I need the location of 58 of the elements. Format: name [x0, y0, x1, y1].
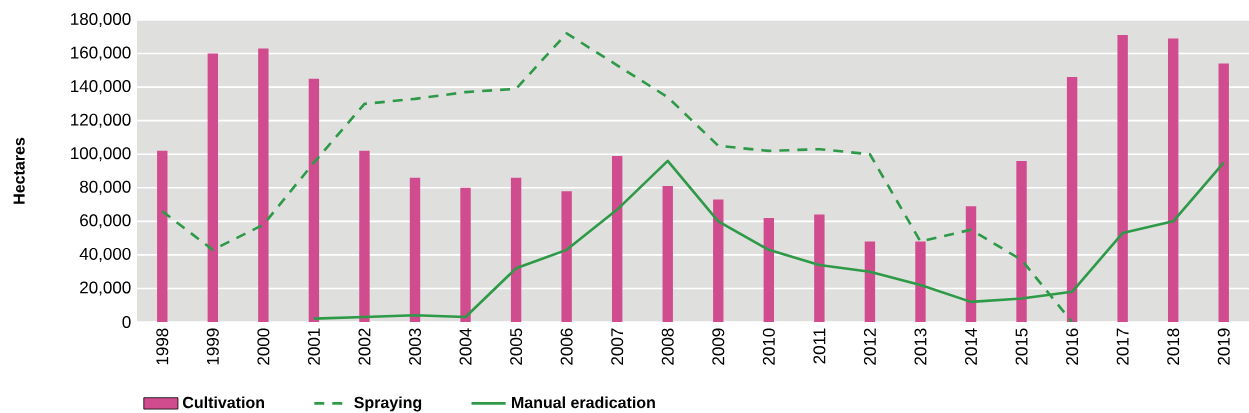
x-tick-label: 2003 [409, 328, 422, 365]
bar [510, 177, 522, 322]
y-tick-label: 160,000 [71, 46, 131, 61]
x-tick-label: 1998 [156, 328, 169, 365]
x-tick-label: 2017 [1116, 328, 1129, 365]
bar [713, 199, 724, 322]
x-tick-label: 2000 [257, 328, 270, 365]
y-tick-label: 180,000 [71, 12, 131, 28]
x-tick-label: 2005 [510, 328, 523, 365]
legend-label: Cultivation [183, 396, 265, 409]
bar [258, 48, 269, 322]
y-axis-title: Hectares [13, 137, 25, 204]
x-tick-label: 2002 [358, 328, 371, 365]
x-tick-label: 2019 [1217, 328, 1230, 365]
bar [561, 191, 572, 322]
bar [965, 206, 977, 322]
x-tick-label: 2007 [611, 328, 624, 365]
y-tick-label: 140,000 [71, 80, 131, 95]
bar [814, 214, 825, 322]
x-tick-label: 2009 [712, 328, 725, 365]
x-tick-label: 2011 [813, 328, 826, 364]
bar [763, 217, 775, 322]
y-tick-label: 0 [122, 316, 131, 329]
y-tick-label: 80,000 [80, 180, 131, 195]
x-tick-label: 2001 [307, 328, 320, 365]
y-tick-label: 100,000 [71, 147, 131, 162]
x-tick-label: 2016 [1066, 328, 1079, 365]
bar [359, 150, 370, 322]
x-tick-label: 2004 [459, 328, 472, 365]
bar [409, 177, 421, 322]
legend-label: Spraying [354, 396, 422, 412]
x-tick-label: 2006 [560, 328, 573, 365]
y-tick-label: 20,000 [80, 281, 131, 296]
x-tick-label: 2018 [1167, 328, 1180, 365]
x-tick-label: 2008 [661, 328, 674, 365]
bar [864, 241, 876, 322]
x-tick-label: 2012 [863, 328, 876, 365]
x-tick-label: 2010 [762, 328, 775, 365]
x-tick-label: 2013 [914, 328, 927, 365]
y-tick-label: 120,000 [71, 113, 131, 128]
x-tick-label: 2015 [1015, 328, 1028, 365]
x-tick-label: 2014 [965, 328, 978, 365]
bar [662, 186, 673, 322]
bar [1117, 35, 1128, 322]
bar [460, 187, 471, 322]
bar [157, 150, 168, 322]
bar [1218, 63, 1229, 322]
bar [1016, 160, 1027, 322]
bar [1066, 77, 1078, 322]
bar [611, 155, 623, 322]
legend-label: Manual eradication [512, 396, 655, 409]
x-tick-label: 1999 [206, 328, 219, 365]
y-tick-label: 40,000 [79, 247, 131, 262]
bar [1167, 38, 1179, 322]
bar [915, 241, 926, 322]
y-tick-label: 60,000 [80, 214, 131, 229]
bar [308, 78, 320, 322]
bar [207, 53, 219, 322]
